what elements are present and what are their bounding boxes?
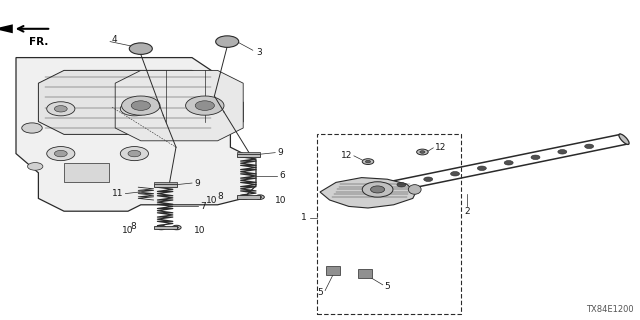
Circle shape (558, 149, 567, 154)
Ellipse shape (337, 192, 348, 202)
Circle shape (129, 43, 152, 54)
Bar (154, 184, 177, 187)
Text: 10: 10 (194, 226, 205, 235)
Circle shape (365, 160, 371, 163)
Bar (317, 134, 461, 314)
Text: 1: 1 (301, 213, 307, 222)
Bar (154, 226, 177, 229)
Bar (237, 152, 260, 154)
Text: 10: 10 (275, 196, 287, 205)
Text: 11: 11 (112, 189, 124, 198)
Text: 9: 9 (277, 148, 283, 157)
Bar (237, 154, 260, 157)
Circle shape (157, 225, 166, 230)
Polygon shape (38, 70, 218, 134)
Circle shape (28, 163, 43, 170)
Circle shape (420, 151, 425, 153)
Circle shape (362, 159, 374, 164)
Text: 9: 9 (194, 179, 200, 188)
Circle shape (370, 188, 379, 192)
Circle shape (417, 149, 428, 155)
Text: 3: 3 (256, 48, 262, 57)
Bar (64, 163, 109, 182)
Circle shape (397, 182, 406, 187)
Circle shape (120, 102, 148, 116)
Circle shape (54, 150, 67, 157)
Circle shape (120, 147, 148, 161)
Text: 5: 5 (317, 288, 323, 297)
Circle shape (258, 196, 262, 198)
Circle shape (47, 147, 75, 161)
Ellipse shape (408, 185, 421, 194)
Circle shape (585, 144, 594, 148)
Text: 4: 4 (112, 36, 118, 44)
Text: TX84E1200: TX84E1200 (586, 305, 634, 314)
Circle shape (122, 96, 160, 115)
Circle shape (47, 102, 75, 116)
Circle shape (243, 196, 246, 198)
Bar (154, 182, 177, 184)
Circle shape (172, 225, 181, 230)
Text: 2: 2 (465, 207, 470, 216)
Text: 10: 10 (206, 196, 218, 205)
Text: 6: 6 (279, 172, 285, 180)
Polygon shape (320, 178, 416, 208)
Circle shape (362, 182, 393, 197)
Circle shape (186, 96, 224, 115)
Text: FR.: FR. (29, 37, 48, 47)
Circle shape (159, 227, 163, 228)
Circle shape (131, 101, 150, 110)
Circle shape (128, 106, 141, 112)
Bar (358, 269, 372, 278)
Text: 8: 8 (217, 192, 223, 201)
Ellipse shape (619, 134, 629, 144)
Bar (326, 266, 340, 275)
Text: 7: 7 (200, 202, 206, 211)
Text: 12: 12 (340, 151, 352, 160)
Circle shape (54, 106, 67, 112)
Polygon shape (16, 58, 256, 211)
Circle shape (255, 195, 264, 199)
Circle shape (531, 155, 540, 160)
Circle shape (175, 227, 179, 228)
Circle shape (128, 150, 141, 157)
Circle shape (216, 36, 239, 47)
Text: 10: 10 (122, 226, 133, 235)
Polygon shape (0, 24, 13, 33)
Bar (237, 195, 260, 199)
Polygon shape (115, 70, 243, 141)
Circle shape (195, 101, 214, 110)
Circle shape (371, 186, 385, 193)
Text: 12: 12 (435, 143, 447, 152)
Circle shape (477, 166, 486, 171)
Text: 5: 5 (384, 282, 390, 291)
Circle shape (504, 161, 513, 165)
Circle shape (451, 172, 460, 176)
Circle shape (22, 123, 42, 133)
Circle shape (424, 177, 433, 181)
Circle shape (240, 195, 249, 199)
Text: 8: 8 (131, 222, 136, 231)
